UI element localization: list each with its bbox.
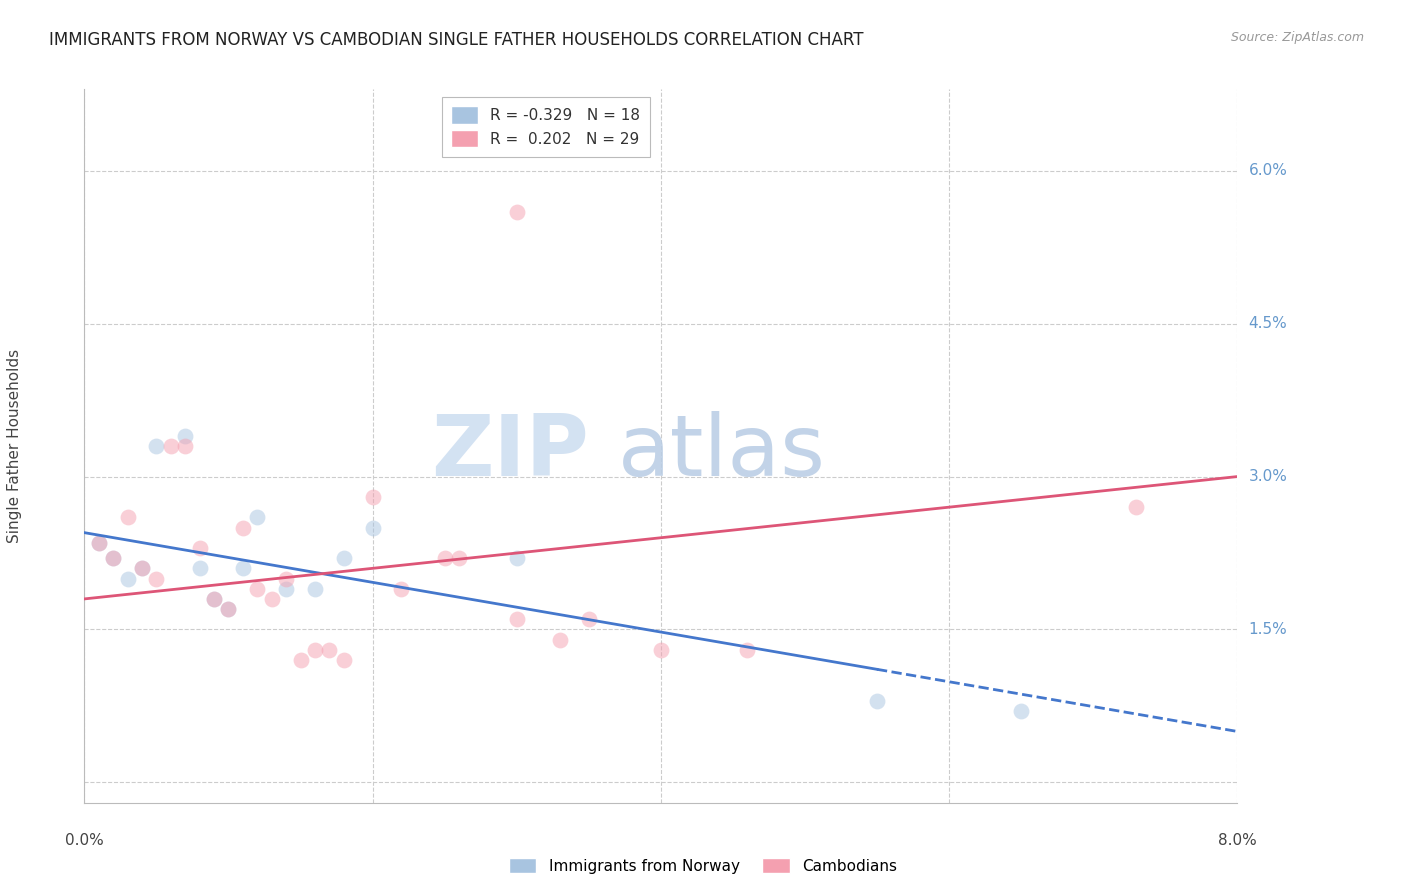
Legend: R = -0.329   N = 18, R =  0.202   N = 29: R = -0.329 N = 18, R = 0.202 N = 29: [441, 97, 650, 157]
Point: [103, 551, 124, 566]
Point: [361, 490, 384, 504]
Text: IMMIGRANTS FROM NORWAY VS CAMBODIAN SINGLE FATHER HOUSEHOLDS CORRELATION CHART: IMMIGRANTS FROM NORWAY VS CAMBODIAN SING…: [49, 31, 863, 49]
Point: [103, 551, 124, 566]
Point: [866, 694, 889, 708]
Text: ZIP: ZIP: [432, 411, 589, 494]
Point: [246, 510, 269, 524]
Text: Single Father Households: Single Father Households: [7, 349, 22, 543]
Point: [260, 591, 283, 606]
Point: [188, 541, 211, 555]
Point: [160, 439, 183, 453]
Point: [506, 612, 529, 626]
Point: [304, 643, 326, 657]
Text: 3.0%: 3.0%: [1249, 469, 1288, 484]
Point: [506, 551, 529, 566]
Text: Source: ZipAtlas.com: Source: ZipAtlas.com: [1230, 31, 1364, 45]
Point: [232, 520, 254, 534]
Text: 0.0%: 0.0%: [65, 833, 104, 848]
Point: [188, 561, 211, 575]
Point: [290, 653, 312, 667]
Point: [131, 561, 153, 575]
Point: [333, 653, 356, 667]
Point: [1010, 704, 1032, 718]
Legend: Immigrants from Norway, Cambodians: Immigrants from Norway, Cambodians: [503, 852, 903, 880]
Point: [246, 582, 269, 596]
Text: 6.0%: 6.0%: [1249, 163, 1288, 178]
Point: [174, 429, 197, 443]
Point: [391, 582, 413, 596]
Point: [117, 572, 139, 586]
Point: [218, 602, 240, 616]
Point: [548, 632, 571, 647]
Point: [578, 612, 600, 626]
Point: [333, 551, 356, 566]
Point: [131, 561, 153, 575]
Point: [87, 536, 110, 550]
Point: [650, 643, 672, 657]
Text: 1.5%: 1.5%: [1249, 622, 1286, 637]
Text: atlas: atlas: [617, 411, 825, 494]
Point: [433, 551, 456, 566]
Point: [1125, 500, 1147, 515]
Point: [202, 591, 225, 606]
Point: [737, 643, 759, 657]
Point: [304, 582, 326, 596]
Point: [449, 551, 471, 566]
Text: 4.5%: 4.5%: [1249, 316, 1286, 331]
Point: [87, 536, 110, 550]
Point: [218, 602, 240, 616]
Point: [506, 204, 529, 219]
Point: [276, 572, 298, 586]
Point: [232, 561, 254, 575]
Point: [202, 591, 225, 606]
Point: [318, 643, 340, 657]
Text: 8.0%: 8.0%: [1218, 833, 1257, 848]
Point: [276, 582, 298, 596]
Point: [361, 520, 384, 534]
Point: [145, 439, 167, 453]
Point: [174, 439, 197, 453]
Point: [117, 510, 139, 524]
Point: [145, 572, 167, 586]
